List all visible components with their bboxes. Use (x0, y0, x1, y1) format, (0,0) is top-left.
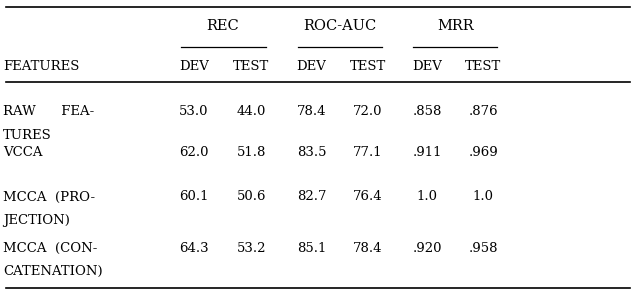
Text: 1.0: 1.0 (417, 191, 438, 203)
Text: DEV: DEV (179, 60, 209, 73)
Text: .958: .958 (469, 242, 498, 255)
Text: ROC-AUC: ROC-AUC (303, 19, 377, 34)
Text: DEV: DEV (413, 60, 442, 73)
Text: MCCA  (CON-: MCCA (CON- (3, 242, 97, 255)
Text: DEV: DEV (297, 60, 326, 73)
Text: 1.0: 1.0 (473, 191, 494, 203)
Text: .920: .920 (413, 242, 442, 255)
Text: 72.0: 72.0 (353, 105, 382, 118)
Text: MRR: MRR (437, 19, 474, 34)
Text: 85.1: 85.1 (297, 242, 326, 255)
Text: TEST: TEST (466, 60, 501, 73)
Text: TURES: TURES (3, 129, 52, 142)
Text: 83.5: 83.5 (297, 146, 326, 159)
Text: TEST: TEST (350, 60, 385, 73)
Text: 62.0: 62.0 (179, 146, 209, 159)
Text: 82.7: 82.7 (297, 191, 326, 203)
Text: 53.0: 53.0 (179, 105, 209, 118)
Text: 78.4: 78.4 (353, 242, 382, 255)
Text: RAW      FEA-: RAW FEA- (3, 105, 94, 118)
Text: 64.3: 64.3 (179, 242, 209, 255)
Text: JECTION): JECTION) (3, 214, 70, 227)
Text: 50.6: 50.6 (237, 191, 266, 203)
Text: .858: .858 (413, 105, 442, 118)
Text: 51.8: 51.8 (237, 146, 266, 159)
Text: FEATURES: FEATURES (3, 60, 80, 73)
Text: REC: REC (206, 19, 239, 34)
Text: TEST: TEST (233, 60, 269, 73)
Text: 44.0: 44.0 (237, 105, 266, 118)
Text: 60.1: 60.1 (179, 191, 209, 203)
Text: 77.1: 77.1 (353, 146, 382, 159)
Text: CATENATION): CATENATION) (3, 265, 103, 278)
Text: MCCA  (PRO-: MCCA (PRO- (3, 191, 95, 203)
Text: 78.4: 78.4 (297, 105, 326, 118)
Text: .876: .876 (469, 105, 498, 118)
Text: VCCA: VCCA (3, 146, 43, 159)
Text: 76.4: 76.4 (353, 191, 382, 203)
Text: 53.2: 53.2 (237, 242, 266, 255)
Text: .969: .969 (469, 146, 498, 159)
Text: .911: .911 (413, 146, 442, 159)
